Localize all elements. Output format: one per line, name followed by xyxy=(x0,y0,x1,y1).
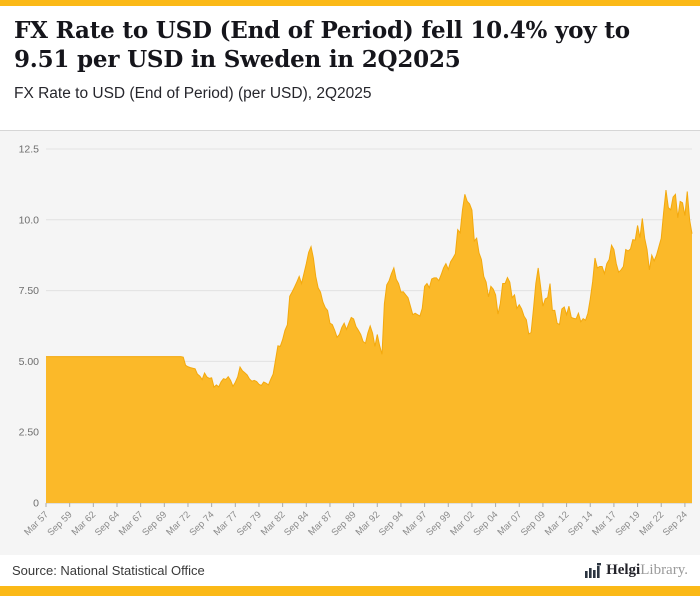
svg-text:Mar 67: Mar 67 xyxy=(117,509,146,538)
svg-text:Mar 12: Mar 12 xyxy=(543,509,572,538)
svg-text:Sep 79: Sep 79 xyxy=(235,509,264,538)
svg-text:Sep 59: Sep 59 xyxy=(46,509,75,538)
footer: Source: National Statistical Office Helg… xyxy=(0,555,700,586)
svg-text:0: 0 xyxy=(33,498,39,510)
svg-text:Sep 09: Sep 09 xyxy=(519,509,548,538)
svg-text:Sep 69: Sep 69 xyxy=(140,509,169,538)
svg-text:Mar 82: Mar 82 xyxy=(259,509,288,538)
svg-text:Sep 64: Sep 64 xyxy=(93,509,122,538)
header: FX Rate to USD (End of Period) fell 10.4… xyxy=(0,6,700,130)
svg-text:Mar 92: Mar 92 xyxy=(354,509,383,538)
svg-text:5.00: 5.00 xyxy=(19,356,40,368)
source-text: Source: National Statistical Office xyxy=(12,563,205,578)
svg-text:Mar 57: Mar 57 xyxy=(22,509,51,538)
svg-text:Sep 74: Sep 74 xyxy=(188,509,217,538)
svg-text:7.50: 7.50 xyxy=(19,285,40,297)
header-divider xyxy=(0,130,700,131)
svg-text:Sep 04: Sep 04 xyxy=(471,509,500,538)
chart-subtitle: FX Rate to USD (End of Period) (per USD)… xyxy=(14,84,372,102)
brand-light: Library xyxy=(640,562,685,578)
top-accent-bar xyxy=(0,0,700,6)
svg-text:10.0: 10.0 xyxy=(19,214,40,226)
svg-text:Sep 94: Sep 94 xyxy=(377,509,406,538)
svg-text:Mar 22: Mar 22 xyxy=(637,509,666,538)
svg-text:Mar 17: Mar 17 xyxy=(590,509,619,538)
svg-text:Sep 89: Sep 89 xyxy=(329,509,358,538)
bottom-accent-bar xyxy=(0,586,700,596)
brand-dot: . xyxy=(684,562,688,578)
svg-text:Sep 19: Sep 19 xyxy=(613,509,642,538)
svg-text:Sep 99: Sep 99 xyxy=(424,509,453,538)
svg-text:Sep 24: Sep 24 xyxy=(661,509,690,538)
svg-text:Mar 07: Mar 07 xyxy=(496,509,525,538)
svg-text:Mar 77: Mar 77 xyxy=(212,509,241,538)
svg-text:Mar 87: Mar 87 xyxy=(306,509,335,538)
chart-area: 0 2.50 5.00 7.50 10.0 12.5 Mar 57 Sep 59 Mar 62 S… xyxy=(0,131,700,555)
svg-text:Mar 72: Mar 72 xyxy=(164,509,193,538)
helgi-library-logo[interactable]: HelgiLibrary. xyxy=(584,562,688,579)
helgi-library-icon xyxy=(585,562,602,578)
svg-text:12.5: 12.5 xyxy=(19,144,40,156)
svg-text:Mar 02: Mar 02 xyxy=(448,509,477,538)
helgi-library-wordmark: HelgiLibrary. xyxy=(606,562,688,579)
svg-text:2.50: 2.50 xyxy=(19,427,40,439)
svg-text:Sep 14: Sep 14 xyxy=(566,509,595,538)
svg-text:Sep 84: Sep 84 xyxy=(282,509,311,538)
brand-bold: Helgi xyxy=(606,562,641,578)
chart-headline: FX Rate to USD (End of Period) fell 10.4… xyxy=(14,17,630,74)
svg-text:Mar 62: Mar 62 xyxy=(70,509,99,538)
svg-text:Mar 97: Mar 97 xyxy=(401,509,430,538)
